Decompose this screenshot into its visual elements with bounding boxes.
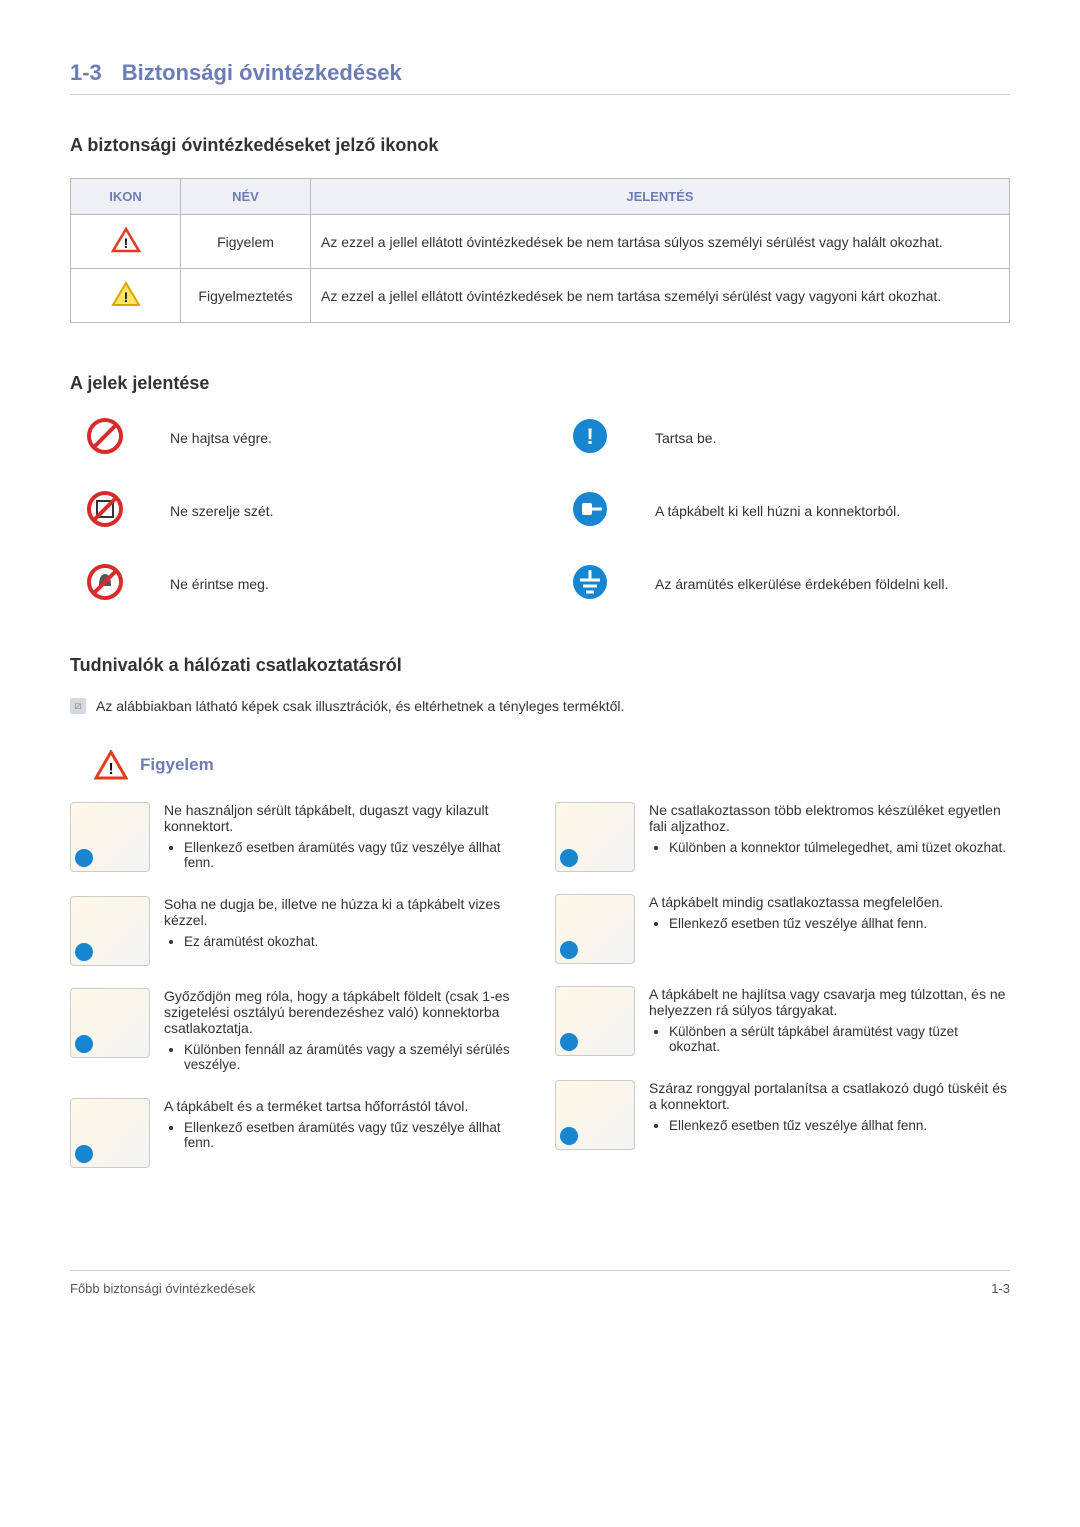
safety-item: Száraz ronggyal portalanítsa a csatlakoz…: [555, 1080, 1010, 1150]
col-nev: NÉV: [181, 179, 311, 215]
section-header: 1-3 Biztonsági óvintézkedések: [70, 60, 1010, 95]
unplug-icon: [555, 489, 625, 532]
illustration-thumb: [70, 988, 150, 1058]
safety-item: Ne használjon sérült tápkábelt, dugaszt …: [70, 802, 525, 874]
note-icon: ⧄: [70, 698, 86, 714]
safety-item: A tápkábelt és a terméket tartsa hőforrá…: [70, 1098, 525, 1168]
warning-label: Figyelem: [140, 755, 214, 775]
sign-text: A tápkábelt ki kell húzni a konnektorból…: [655, 503, 1010, 519]
svg-text:!: !: [108, 761, 113, 778]
safety-lead: Száraz ronggyal portalanítsa a csatlakoz…: [649, 1080, 1010, 1112]
table-row: ! Figyelmeztetés Az ezzel a jellel ellát…: [71, 269, 1010, 323]
warning-header: ! Figyelem: [94, 750, 1010, 780]
info-blue-icon: !: [555, 416, 625, 459]
safety-columns: Ne használjon sérült tápkábelt, dugaszt …: [70, 802, 1010, 1190]
safety-lead: Ne csatlakoztasson több elektromos készü…: [649, 802, 1010, 834]
safety-bullet: Különben a sérült tápkábel áramütést vag…: [669, 1024, 1010, 1054]
warning-triangle-yellow-icon: !: [111, 281, 141, 307]
table-row: ! Figyelem Az ezzel a jellel ellátott óv…: [71, 215, 1010, 269]
col-jelentes: JELENTÉS: [311, 179, 1010, 215]
note-row: ⧄ Az alábbiakban látható képek csak illu…: [70, 698, 1010, 714]
svg-text:!: !: [123, 289, 128, 305]
safety-lead: A tápkábelt mindig csatlakoztassa megfel…: [649, 894, 943, 910]
sign-text: Ne hajtsa végre.: [170, 430, 525, 446]
illustration-thumb: [555, 986, 635, 1056]
page-footer: Főbb biztonsági óvintézkedések 1-3: [70, 1270, 1010, 1296]
safety-item: A tápkábelt mindig csatlakoztassa megfel…: [555, 894, 1010, 964]
safety-bullet: Ellenkező esetben áramütés vagy tűz vesz…: [184, 840, 525, 870]
row-meaning: Az ezzel a jellel ellátott óvintézkedése…: [311, 269, 1010, 323]
safety-item: Soha ne dugja be, illetve ne húzza ki a …: [70, 896, 525, 966]
safety-lead: A tápkábelt ne hajlítsa vagy csavarja me…: [649, 986, 1010, 1018]
safety-item: Győződjön meg róla, hogy a tápkábelt föl…: [70, 988, 525, 1076]
safety-lead: Győződjön meg róla, hogy a tápkábelt föl…: [164, 988, 525, 1036]
section-number: 1-3: [70, 60, 102, 86]
icons-heading: A biztonsági óvintézkedéseket jelző ikon…: [70, 135, 1010, 156]
sign-text: Az áramütés elkerülése érdekében földeln…: [655, 576, 1010, 592]
section-title: Biztonsági óvintézkedések: [122, 60, 402, 86]
illustration-thumb: [555, 894, 635, 964]
safety-bullet: Különben fennáll az áramütés vagy a szem…: [184, 1042, 525, 1072]
ground-icon: [555, 562, 625, 605]
note-text: Az alábbiakban látható képek csak illusz…: [96, 698, 624, 714]
safety-bullet: Különben a konnektor túlmelegedhet, ami …: [669, 840, 1010, 855]
safety-lead: Soha ne dugja be, illetve ne húzza ki a …: [164, 896, 525, 928]
illustration-thumb: [70, 896, 150, 966]
svg-text:!: !: [123, 235, 128, 251]
no-disassemble-icon: [70, 489, 140, 532]
illustration-thumb: [555, 1080, 635, 1150]
safety-item: Ne csatlakoztasson több elektromos készü…: [555, 802, 1010, 872]
safety-lead: A tápkábelt és a terméket tartsa hőforrá…: [164, 1098, 525, 1114]
sign-text: Ne érintse meg.: [170, 576, 525, 592]
sign-text: Ne szerelje szét.: [170, 503, 525, 519]
icons-table: IKON NÉV JELENTÉS ! Figyelem Az ezzel a …: [70, 178, 1010, 323]
illustration-thumb: [555, 802, 635, 872]
footer-right: 1-3: [991, 1281, 1010, 1296]
safety-bullet: Ellenkező esetben tűz veszélye állhat fe…: [669, 916, 943, 931]
safety-item: A tápkábelt ne hajlítsa vagy csavarja me…: [555, 986, 1010, 1058]
safety-column-left: Ne használjon sérült tápkábelt, dugaszt …: [70, 802, 525, 1190]
safety-column-right: Ne csatlakoztasson több elektromos készü…: [555, 802, 1010, 1190]
illustration-thumb: [70, 1098, 150, 1168]
safety-lead: Ne használjon sérült tápkábelt, dugaszt …: [164, 802, 525, 834]
warning-triangle-red-icon: !: [111, 227, 141, 253]
row-meaning: Az ezzel a jellel ellátott óvintézkedése…: [311, 215, 1010, 269]
warning-triangle-red-icon: !: [94, 750, 128, 780]
safety-bullet: Ellenkező esetben áramütés vagy tűz vesz…: [184, 1120, 525, 1150]
signs-grid: Ne hajtsa végre. ! Tartsa be. Ne szerelj…: [70, 416, 1010, 605]
footer-left: Főbb biztonsági óvintézkedések: [70, 1281, 255, 1296]
signs-heading: A jelek jelentése: [70, 373, 1010, 394]
svg-text:!: !: [586, 424, 593, 449]
sign-text: Tartsa be.: [655, 430, 1010, 446]
safety-bullet: Ez áramütést okozhat.: [184, 934, 525, 949]
row-name: Figyelem: [181, 215, 311, 269]
prohibit-icon: [70, 416, 140, 459]
safety-bullet: Ellenkező esetben tűz veszélye állhat fe…: [669, 1118, 1010, 1133]
illustration-thumb: [70, 802, 150, 872]
col-ikon: IKON: [71, 179, 181, 215]
network-heading: Tudnivalók a hálózati csatlakoztatásról: [70, 655, 1010, 676]
row-name: Figyelmeztetés: [181, 269, 311, 323]
no-touch-icon: [70, 562, 140, 605]
